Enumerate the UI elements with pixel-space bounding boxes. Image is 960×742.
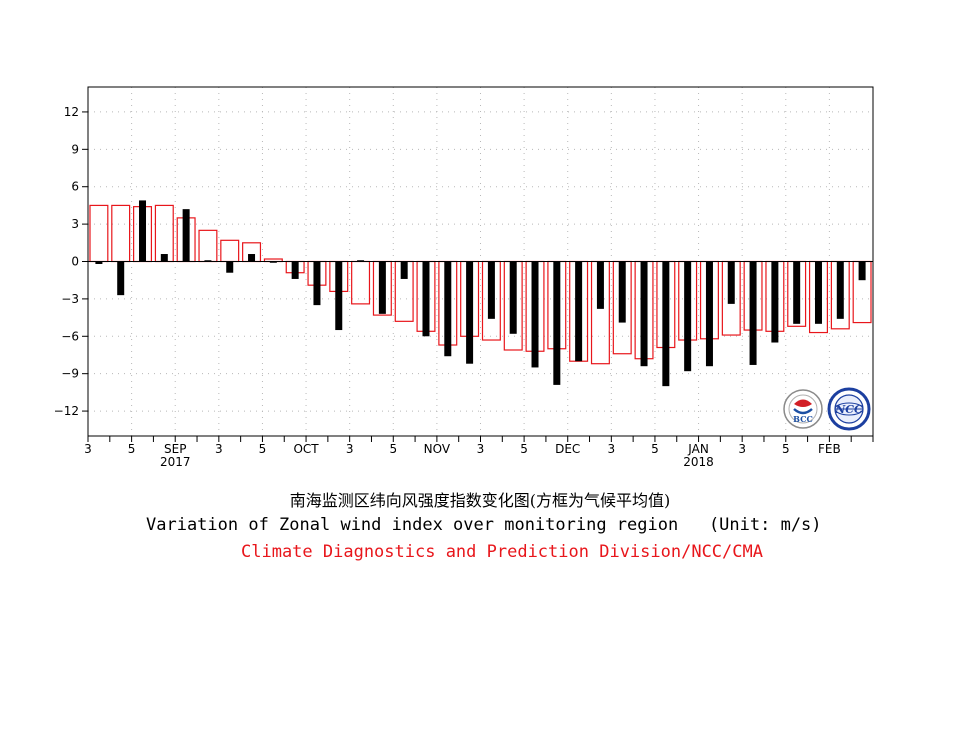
x-tick-label: 5 bbox=[128, 442, 136, 456]
observed-bar bbox=[313, 261, 321, 306]
x-tick-label: 3 bbox=[84, 442, 92, 456]
observed-bar bbox=[400, 261, 408, 279]
observed-bar bbox=[248, 254, 256, 262]
observed-bar bbox=[684, 261, 692, 372]
observed-bar bbox=[662, 261, 670, 387]
observed-bar bbox=[596, 261, 604, 309]
spacer bbox=[678, 515, 709, 535]
observed-bar bbox=[95, 261, 103, 264]
observed-bar bbox=[814, 261, 822, 324]
observed-bar bbox=[727, 261, 735, 304]
observed-bar bbox=[705, 261, 713, 367]
observed-bar bbox=[575, 261, 583, 362]
observed-bar bbox=[269, 261, 277, 263]
observed-bar bbox=[466, 261, 474, 364]
x-tick-label: 5 bbox=[782, 442, 790, 456]
x-tick-label: SEP bbox=[164, 442, 186, 456]
observed-bar bbox=[139, 200, 147, 262]
observed-bar bbox=[378, 261, 386, 314]
observed-bar bbox=[793, 261, 801, 324]
observed-bars bbox=[95, 200, 866, 387]
observed-bar bbox=[553, 261, 561, 385]
x-tick-label: JAN bbox=[687, 442, 709, 456]
observed-bar bbox=[749, 261, 757, 365]
ncc-logo-text: NCC bbox=[834, 403, 863, 416]
observed-bar bbox=[357, 260, 365, 262]
plot-frame bbox=[87, 86, 874, 437]
observed-bar bbox=[618, 261, 626, 323]
observed-bar bbox=[858, 261, 866, 281]
observed-bar bbox=[640, 261, 648, 367]
chart-title-english: Variation of Zonal wind index over monit… bbox=[146, 515, 822, 535]
x-tick-label: 3 bbox=[215, 442, 223, 456]
observed-bar bbox=[117, 261, 125, 296]
observed-bar bbox=[226, 261, 234, 273]
x-tick-year-label: 2017 bbox=[160, 455, 191, 469]
bcc-logo-text: BCC bbox=[793, 414, 813, 424]
unit-label: (Unit: m/s) bbox=[708, 515, 822, 535]
x-tick-label: OCT bbox=[293, 442, 319, 456]
y-tick-label: 6 bbox=[71, 180, 79, 194]
y-tick-label: 12 bbox=[64, 105, 79, 119]
credit-line: Climate Diagnostics and Prediction Divis… bbox=[241, 542, 763, 562]
x-tick-label: FEB bbox=[818, 442, 841, 456]
ncc-logo: NCC bbox=[827, 387, 871, 431]
observed-bar bbox=[531, 261, 539, 368]
observed-bar bbox=[335, 261, 343, 331]
chart-title: Variation of Zonal wind index over monit… bbox=[146, 515, 679, 535]
y-tick-label: −12 bbox=[54, 404, 79, 418]
x-tick-label: 3 bbox=[477, 442, 485, 456]
x-tick-label: 5 bbox=[651, 442, 659, 456]
bcc-logo: BCC bbox=[783, 389, 823, 429]
y-axis: 12 9 6 3 0 −3 −6 −9 −12 bbox=[54, 105, 88, 418]
observed-bar bbox=[444, 261, 452, 357]
y-tick-label: −9 bbox=[61, 367, 79, 381]
observed-bar bbox=[204, 260, 212, 262]
observed-bar bbox=[291, 261, 299, 279]
observed-bar bbox=[182, 209, 190, 262]
y-tick-label: −6 bbox=[61, 329, 79, 343]
y-tick-label: 9 bbox=[71, 142, 79, 156]
x-tick-label: 3 bbox=[738, 442, 746, 456]
x-tick-label: 3 bbox=[346, 442, 354, 456]
x-tick-label: 5 bbox=[259, 442, 267, 456]
x-tick-year-label: 2018 bbox=[683, 455, 714, 469]
observed-bar bbox=[422, 261, 430, 337]
chart-title-chinese: 南海监测区纬向风强度指数变化图(方框为气候平均值) bbox=[289, 491, 671, 510]
observed-bar bbox=[160, 254, 168, 262]
y-tick-label: 3 bbox=[71, 217, 79, 231]
x-tick-label: DEC bbox=[555, 442, 580, 456]
y-tick-label: −3 bbox=[61, 292, 79, 306]
observed-bar bbox=[771, 261, 779, 343]
observed-bar bbox=[836, 261, 844, 319]
observed-bar bbox=[487, 261, 495, 319]
observed-bar bbox=[509, 261, 517, 334]
x-tick-label: NOV bbox=[424, 442, 451, 456]
y-tick-label: 0 bbox=[71, 255, 79, 269]
x-tick-label: 3 bbox=[608, 442, 616, 456]
x-tick-label: 5 bbox=[520, 442, 528, 456]
x-tick-label: 5 bbox=[389, 442, 397, 456]
